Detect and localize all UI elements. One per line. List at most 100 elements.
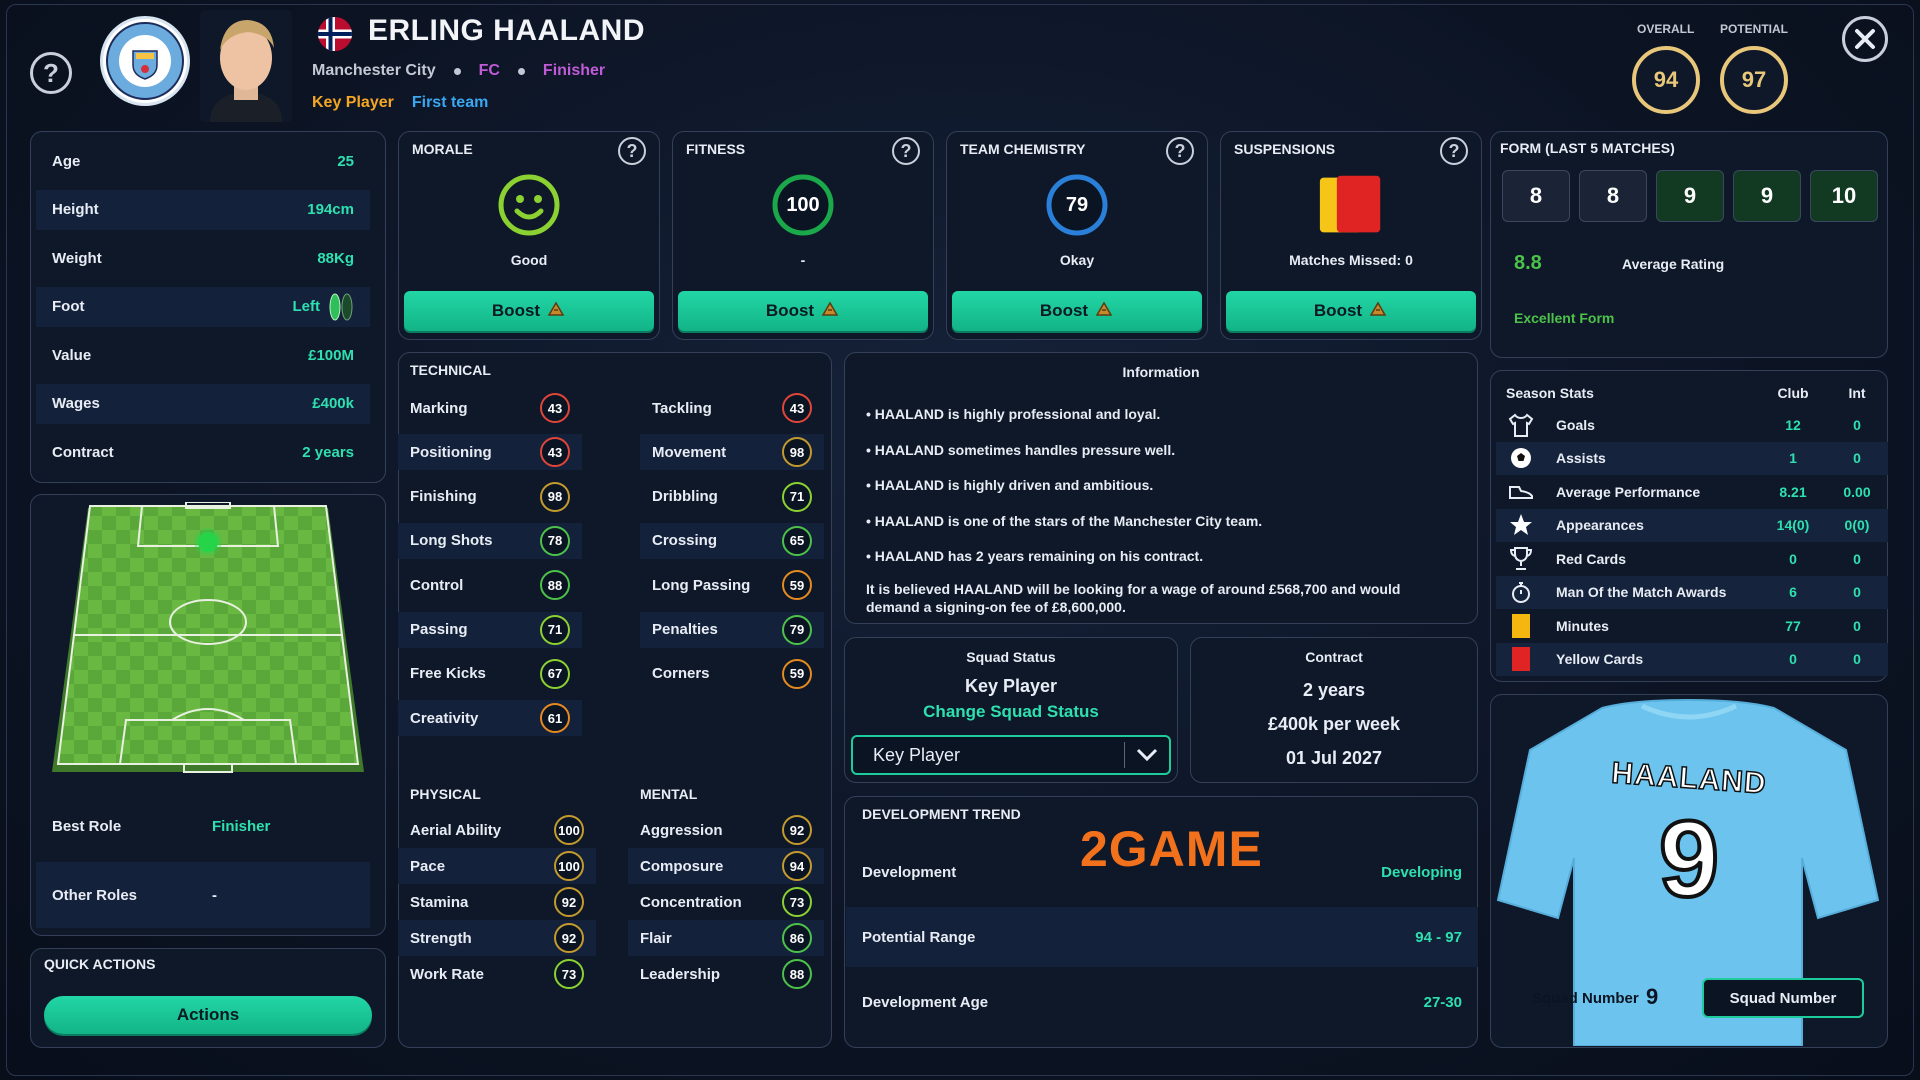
season-stat-int: 0(0) bbox=[1844, 517, 1870, 533]
close-button[interactable] bbox=[1842, 16, 1888, 62]
boost-button[interactable]: Boost bbox=[952, 291, 1202, 331]
squad-number-button[interactable]: Squad Number bbox=[1702, 978, 1864, 1018]
col-int: Int bbox=[1848, 385, 1866, 401]
technical-right-row: Long Passing 59 bbox=[640, 567, 824, 603]
star-icon bbox=[1496, 512, 1546, 538]
technical-right-rating: 98 bbox=[782, 437, 812, 468]
bio-label: Foot bbox=[52, 298, 85, 315]
separator-dot bbox=[517, 67, 525, 75]
mental-rating: 88 bbox=[782, 959, 812, 989]
bio-value-wrap: 25 bbox=[337, 153, 354, 170]
technical-right-label: Long Passing bbox=[652, 576, 751, 594]
season-stat-row: Assists 1 0 bbox=[1496, 441, 1888, 475]
boost-icon bbox=[820, 299, 840, 324]
player-name: ERLING HAALAND bbox=[368, 14, 645, 47]
form-rating-box: 8 bbox=[1502, 170, 1570, 222]
technical-right-row: Penalties 79 bbox=[640, 611, 824, 648]
mental-row: Concentration 73 bbox=[628, 884, 824, 920]
season-stat-int: 0 bbox=[1853, 450, 1861, 466]
boost-button-label: Boost bbox=[491, 301, 541, 320]
status-card-title: MORALE bbox=[412, 141, 473, 157]
club-badge bbox=[100, 16, 190, 106]
technical-right-rating: 79 bbox=[782, 614, 812, 645]
information-bullet: • HAALAND is one of the stars of the Man… bbox=[866, 512, 1263, 529]
development-label: Potential Range bbox=[862, 928, 976, 946]
season-stat-int: 0 bbox=[1853, 584, 1861, 600]
help-icon[interactable]: ? bbox=[618, 137, 646, 165]
technical-left-rating: 98 bbox=[540, 481, 570, 512]
season-stat-int: 0.00 bbox=[1843, 483, 1871, 500]
help-icon[interactable]: ? bbox=[30, 52, 72, 94]
bio-row: Wages £400k bbox=[36, 383, 370, 424]
technical-left-rating: 43 bbox=[540, 437, 570, 468]
chevron-down-icon bbox=[1125, 748, 1169, 762]
actions-button[interactable]: Actions bbox=[44, 996, 372, 1034]
mental-rating: 94 bbox=[782, 851, 812, 881]
squad-status-value: Key Player bbox=[964, 676, 1058, 696]
help-icon[interactable]: ? bbox=[1166, 137, 1194, 165]
physical-label: Aerial Ability bbox=[410, 821, 502, 839]
mental-row: Aggression 92 bbox=[628, 812, 824, 848]
best-role-value: Finisher bbox=[212, 817, 271, 835]
status-card-value: Good bbox=[510, 252, 548, 268]
fitness-value: 100 bbox=[786, 193, 820, 216]
development-title: DEVELOPMENT TREND bbox=[862, 806, 1021, 822]
best-role-row: Best Role Finisher bbox=[36, 806, 370, 846]
football-icon bbox=[1496, 446, 1546, 470]
help-icon[interactable]: ? bbox=[892, 137, 920, 165]
technical-right-row: Crossing 65 bbox=[640, 522, 824, 559]
technical-right-label: Tackling bbox=[652, 399, 712, 417]
mental-label: Aggression bbox=[640, 821, 723, 839]
technical-right-label: Dribbling bbox=[652, 488, 718, 506]
technical-left-row: Positioning 43 bbox=[398, 434, 582, 471]
bio-row: Contract 2 years bbox=[36, 432, 370, 472]
bio-value: 25 bbox=[337, 152, 354, 170]
boost-button[interactable]: Boost bbox=[1226, 291, 1476, 331]
status-card-title: SUSPENSIONS bbox=[1234, 141, 1336, 157]
contract-panel bbox=[1190, 637, 1478, 783]
nationality-flag bbox=[318, 17, 352, 51]
development-label: Development Age bbox=[862, 993, 989, 1011]
boost-button[interactable]: Boost bbox=[404, 291, 654, 331]
mental-title: MENTAL bbox=[640, 786, 698, 802]
squad-number-label: Squad Number bbox=[1532, 990, 1639, 1007]
technical-right-label: Crossing bbox=[652, 532, 718, 550]
help-icon[interactable]: ? bbox=[1440, 137, 1468, 165]
information-bullet: • HAALAND sometimes handles pressure wel… bbox=[866, 441, 1176, 458]
bio-label: Contract bbox=[52, 443, 114, 461]
season-stat-row: Yellow Cards 0 0 bbox=[1496, 642, 1888, 676]
physical-row: Stamina 92 bbox=[398, 884, 596, 920]
wage-note: It is believed HAALAND will be looking f… bbox=[866, 581, 1401, 615]
team-tag: First team bbox=[411, 94, 489, 111]
boost-button-label: Boost bbox=[765, 301, 815, 320]
form-title: FORM (LAST 5 MATCHES) bbox=[1500, 140, 1675, 156]
mental-label: Composure bbox=[640, 857, 724, 875]
technical-right-row: Tackling 43 bbox=[640, 390, 824, 426]
jersey-graphic: HAALAND 9 bbox=[1492, 696, 1886, 1046]
season-stat-club: 14(0) bbox=[1776, 517, 1810, 533]
technical-left-rating: 78 bbox=[540, 525, 570, 556]
squad-status-dropdown[interactable]: Key Player bbox=[851, 735, 1171, 775]
development-value: 27-30 bbox=[1423, 993, 1462, 1011]
season-stat-int: 0 bbox=[1853, 416, 1861, 433]
window-frame bbox=[6, 4, 1914, 1076]
bio-value: £100M bbox=[308, 346, 354, 364]
information-bullet: • HAALAND is highly professional and loy… bbox=[866, 406, 1161, 422]
mental-label: Concentration bbox=[640, 893, 742, 911]
physical-label: Work Rate bbox=[410, 965, 484, 983]
change-squad-status-link[interactable]: Change Squad Status bbox=[923, 702, 1099, 721]
technical-right-label: Penalties bbox=[652, 621, 718, 638]
form-rating-box: 8 bbox=[1579, 170, 1647, 222]
boost-button[interactable]: Boost bbox=[678, 291, 928, 331]
bio-label: Weight bbox=[52, 249, 102, 267]
technical-title: TECHNICAL bbox=[410, 362, 491, 378]
technical-left-label: Finishing bbox=[410, 488, 477, 506]
bio-value-wrap: £100M bbox=[308, 347, 354, 364]
form-panel bbox=[1490, 131, 1888, 358]
physical-rating: 73 bbox=[554, 959, 584, 989]
bio-value-wrap: 194cm bbox=[307, 201, 354, 218]
potential-value: 97 bbox=[1741, 67, 1767, 92]
technical-left-rating: 61 bbox=[540, 703, 570, 734]
bio-value-wrap: 2 years bbox=[302, 444, 354, 461]
form-rating-box: 10 bbox=[1810, 170, 1878, 222]
